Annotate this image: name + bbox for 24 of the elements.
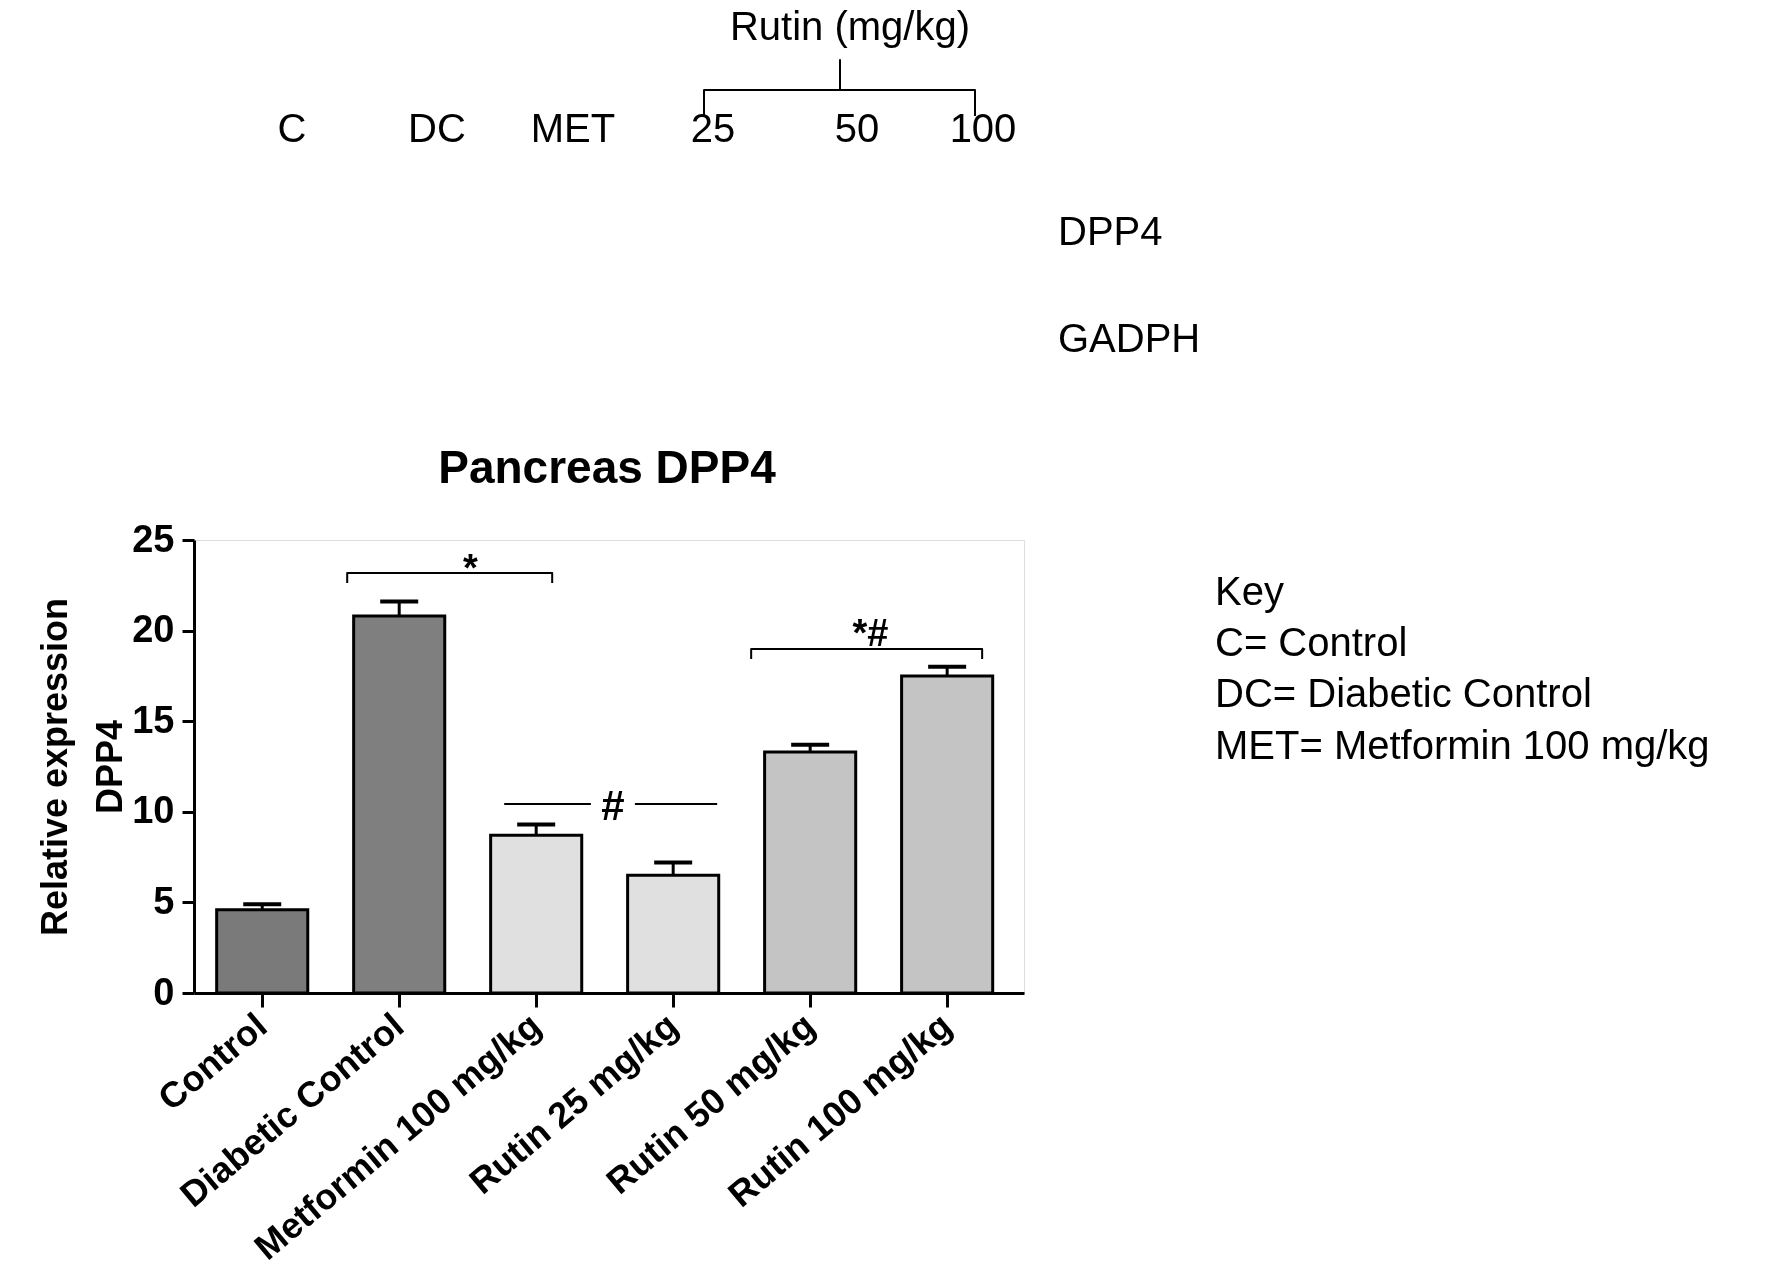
text: C= Control: [1215, 620, 1408, 664]
text: DC: [408, 106, 466, 150]
text: Key: [1215, 569, 1284, 613]
chart-title: Pancreas DPP4: [438, 441, 777, 493]
text: 25: [690, 106, 736, 150]
annotation: #: [601, 782, 625, 829]
text: MET: [530, 106, 616, 150]
y-tick-label: 20: [132, 608, 175, 651]
annotation: *#: [852, 612, 889, 654]
text: DC= Diabetic Control: [1215, 671, 1592, 715]
y-tick-label: 5: [153, 879, 175, 922]
text: 100: [949, 106, 1017, 150]
text: C: [277, 106, 307, 150]
text: DPP4: [1058, 209, 1163, 253]
y-axis-title: Relative expression DPP4: [34, 597, 131, 937]
y-tick-label: 25: [132, 517, 175, 560]
y-tick-label: 10: [132, 789, 175, 832]
text: MET= Metformin 100 mg/kg: [1215, 723, 1710, 767]
text: Rutin (mg/kg): [729, 4, 971, 48]
annotation: *: [463, 547, 479, 589]
text: GADPH: [1058, 316, 1201, 360]
y-tick-label: 15: [132, 698, 175, 741]
y-tick-label: 0: [153, 970, 175, 1013]
text: 50: [834, 106, 880, 150]
